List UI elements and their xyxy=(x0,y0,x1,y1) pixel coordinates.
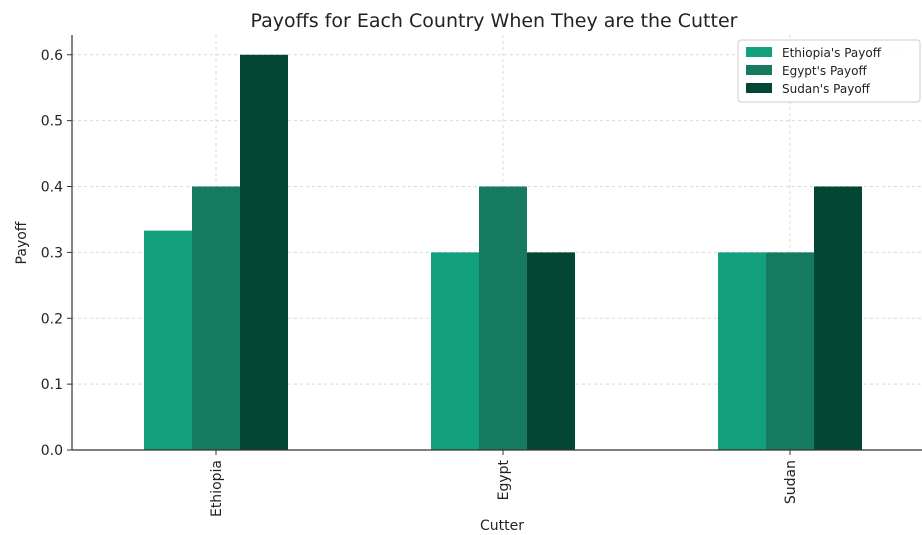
legend-swatch xyxy=(746,83,772,93)
bar-sudan-series-2 xyxy=(766,252,814,450)
x-tick-label-egypt: Egypt xyxy=(496,460,512,501)
legend-swatch xyxy=(746,65,772,75)
y-tick-label: 0.5 xyxy=(41,114,63,130)
bar-egypt-series-2 xyxy=(479,186,527,450)
y-axis-label: Payoff xyxy=(14,221,30,264)
bar-egypt-series-3 xyxy=(527,252,575,450)
chart-title: Payoffs for Each Country When They are t… xyxy=(251,10,738,32)
bars-group xyxy=(144,54,862,451)
bar-ethiopia-series-1 xyxy=(144,230,192,450)
y-tick-label: 0.6 xyxy=(41,48,63,64)
y-tick-label: 0.3 xyxy=(41,245,63,261)
y-tick-label: 0.0 xyxy=(41,443,63,459)
y-tick-label: 0.4 xyxy=(41,180,63,196)
legend-label: Egypt's Payoff xyxy=(782,64,867,78)
x-ticks: Ethiopia Egypt Sudan xyxy=(209,450,799,517)
legend: Ethiopia's Payoff Egypt's Payoff Sudan's P… xyxy=(737,39,921,103)
y-tick-label: 0.2 xyxy=(41,311,63,327)
legend-box xyxy=(737,39,921,103)
bar-sudan-series-3 xyxy=(814,186,862,450)
bar-sudan-series-1 xyxy=(718,252,766,450)
legend-label: Ethiopia's Payoff xyxy=(782,46,882,60)
bar-ethiopia-series-2 xyxy=(192,186,240,450)
bar-ethiopia-series-3 xyxy=(240,54,288,451)
x-axis-label: Cutter xyxy=(480,518,524,534)
bar-egypt-series-1 xyxy=(431,252,479,450)
x-tick-label-ethiopia: Ethiopia xyxy=(209,460,225,517)
legend-label: Sudan's Payoff xyxy=(782,82,871,96)
y-ticks: 0.0 0.1 0.2 0.3 0.4 0.5 0.6 xyxy=(41,48,72,459)
axes-group xyxy=(71,35,922,451)
y-tick-label: 0.1 xyxy=(41,377,63,393)
legend-swatch xyxy=(746,47,772,57)
x-tick-label-sudan: Sudan xyxy=(783,460,799,504)
